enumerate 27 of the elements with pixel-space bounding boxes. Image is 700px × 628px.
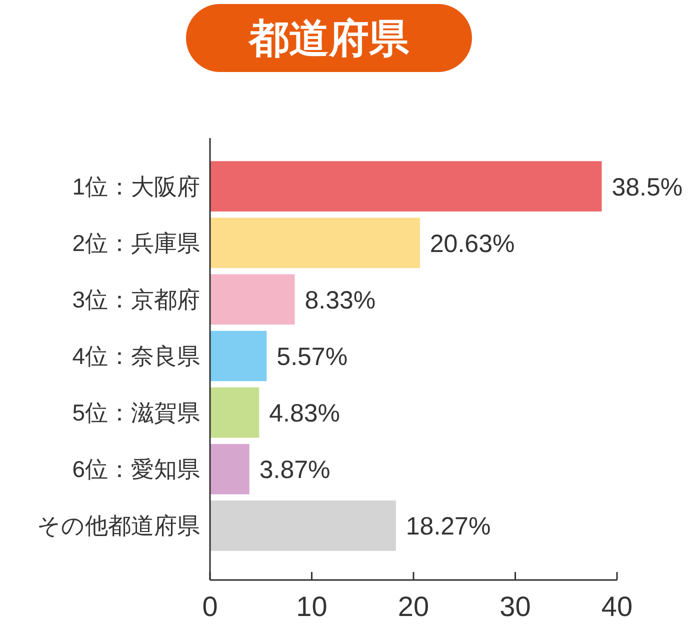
data-label: 4.83% xyxy=(269,400,340,428)
data-label: 5.57% xyxy=(276,343,348,371)
bar xyxy=(210,161,602,212)
y-tick-label: 4位：奈良県 xyxy=(72,343,200,369)
data-label: 18.27% xyxy=(406,512,491,541)
bar xyxy=(210,444,250,494)
bar xyxy=(210,500,396,551)
y-tick-label: 3位：京都府 xyxy=(72,286,200,312)
bar xyxy=(210,218,420,268)
bar xyxy=(210,274,295,325)
data-label: 8.33% xyxy=(304,286,376,314)
y-tick-label: 5位：滋賀県 xyxy=(72,400,200,426)
chart-title: 都道府県 xyxy=(248,17,410,61)
x-tick-label: 20 xyxy=(398,591,430,622)
y-tick-label: その他都道府県 xyxy=(37,512,200,539)
data-label: 3.87% xyxy=(259,456,330,484)
data-label: 38.5% xyxy=(612,173,683,202)
bar xyxy=(210,387,260,438)
x-tick-label: 30 xyxy=(500,591,531,622)
bar xyxy=(210,330,267,382)
y-tick-label: 6位：愛知県 xyxy=(72,456,200,482)
x-tick-label: 40 xyxy=(601,591,633,622)
y-tick-label: 1位：大阪府 xyxy=(72,173,200,200)
x-tick-label: 0 xyxy=(202,591,218,622)
data-label: 20.63% xyxy=(430,230,515,258)
y-tick-label: 2位：兵庫県 xyxy=(72,230,200,256)
x-tick-label: 10 xyxy=(296,591,328,622)
